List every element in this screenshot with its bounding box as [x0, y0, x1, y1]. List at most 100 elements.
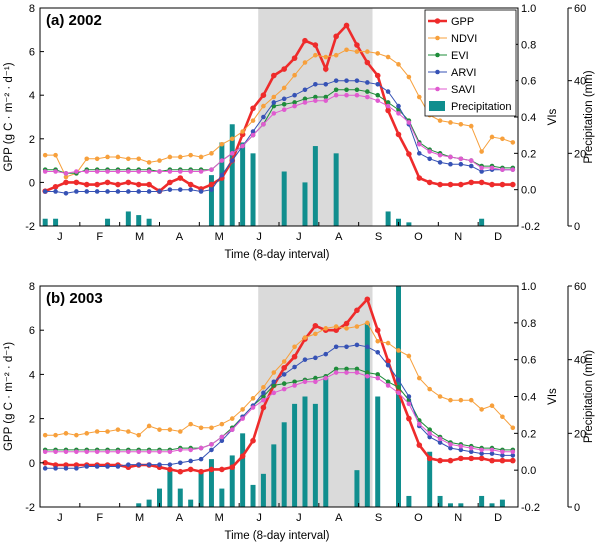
precipitation-bar: [146, 499, 152, 507]
data-point: [448, 161, 453, 167]
data-point: [489, 403, 495, 409]
data-point: [52, 183, 59, 190]
series-arvi: [42, 78, 516, 196]
data-point: [250, 118, 256, 123]
data-point: [198, 456, 204, 462]
data-point: [354, 324, 360, 329]
data-point: [396, 103, 401, 109]
data-point: [115, 189, 121, 194]
data-point: [188, 152, 193, 158]
data-point: [364, 59, 371, 66]
data-point: [458, 121, 464, 127]
x-axis-title: Time (8-day interval): [224, 530, 329, 542]
data-point: [198, 425, 204, 431]
precipitation-bar: [385, 211, 391, 226]
data-point: [42, 189, 48, 194]
data-point: [426, 179, 433, 186]
precipitation-bar: [240, 433, 246, 507]
data-point: [42, 169, 48, 174]
data-point: [437, 457, 443, 464]
y-tick-label-vis: 0.2: [521, 148, 536, 160]
data-point: [323, 351, 329, 357]
data-point: [115, 154, 121, 160]
y-tick-label-precip: 60: [574, 3, 586, 15]
data-point: [177, 429, 183, 434]
precipitation-bar: [281, 422, 287, 507]
data-point: [406, 415, 412, 422]
x-tick-label: J: [296, 512, 302, 524]
data-point: [292, 364, 297, 370]
data-point: [271, 379, 277, 385]
data-point: [42, 432, 48, 438]
data-point: [437, 181, 443, 188]
data-point: [313, 355, 318, 361]
legend-entry-label: NDVI: [451, 33, 477, 45]
data-point: [406, 120, 412, 125]
data-point: [105, 169, 110, 174]
data-point: [479, 407, 484, 412]
precipitation-bar: [364, 322, 370, 507]
data-point: [437, 118, 443, 123]
data-point: [354, 92, 360, 98]
data-point: [479, 169, 484, 174]
precipitation-bar: [198, 470, 204, 507]
data-point: [343, 320, 350, 327]
data-point: [333, 366, 339, 372]
y-tick-label-left: 6: [29, 325, 35, 337]
x-tick-label: A: [176, 231, 184, 243]
data-point: [396, 390, 401, 396]
series-arvi: [42, 342, 516, 471]
data-point: [198, 468, 204, 475]
data-point: [375, 92, 381, 98]
data-point: [510, 140, 516, 145]
data-point: [374, 327, 381, 334]
data-point: [126, 189, 131, 194]
data-point: [177, 187, 183, 192]
data-point: [281, 101, 287, 107]
data-point: [427, 149, 432, 154]
data-point: [489, 165, 495, 171]
data-point: [188, 458, 193, 464]
data-point: [333, 92, 339, 98]
data-point: [396, 377, 401, 383]
precipitation-bar: [250, 153, 256, 226]
data-point: [115, 181, 121, 188]
data-point: [406, 353, 412, 359]
data-point: [354, 307, 360, 314]
data-point: [406, 151, 412, 157]
x-tick-label: D: [494, 231, 502, 243]
data-point: [240, 407, 245, 412]
data-point: [447, 457, 454, 464]
data-point: [115, 464, 121, 469]
data-point: [489, 181, 495, 188]
precipitation-bar: [167, 470, 173, 507]
data-point: [292, 379, 297, 385]
data-point: [135, 181, 142, 188]
data-point: [53, 432, 58, 438]
data-point: [416, 141, 422, 147]
data-point: [427, 431, 432, 436]
y-tick-label-vis: -0.2: [521, 502, 540, 514]
data-point: [395, 131, 402, 138]
x-tick-label: O: [414, 231, 423, 243]
y-tick-label-vis: 0.2: [521, 428, 536, 440]
data-point: [365, 320, 370, 326]
data-point: [177, 460, 183, 466]
data-point: [84, 156, 90, 162]
data-point: [333, 344, 339, 350]
data-point: [448, 397, 453, 403]
data-point: [344, 370, 349, 375]
data-point: [281, 96, 287, 102]
data-point: [468, 163, 474, 169]
data-point: [499, 457, 506, 464]
y-tick-label-left: 2: [29, 414, 35, 426]
precipitation-bar: [458, 503, 464, 507]
data-point: [126, 462, 131, 467]
data-point: [365, 89, 370, 94]
data-point: [500, 136, 505, 142]
data-point: [323, 54, 329, 60]
data-point: [281, 359, 287, 364]
data-point: [260, 92, 267, 98]
data-point: [385, 383, 391, 388]
chart-panel-1: -2 0 2 4 6 8 -0.2 0.0 0.2 0.4 0.6 0.8 1.0 0 20 40 60 J F M A…: [3, 3, 595, 261]
